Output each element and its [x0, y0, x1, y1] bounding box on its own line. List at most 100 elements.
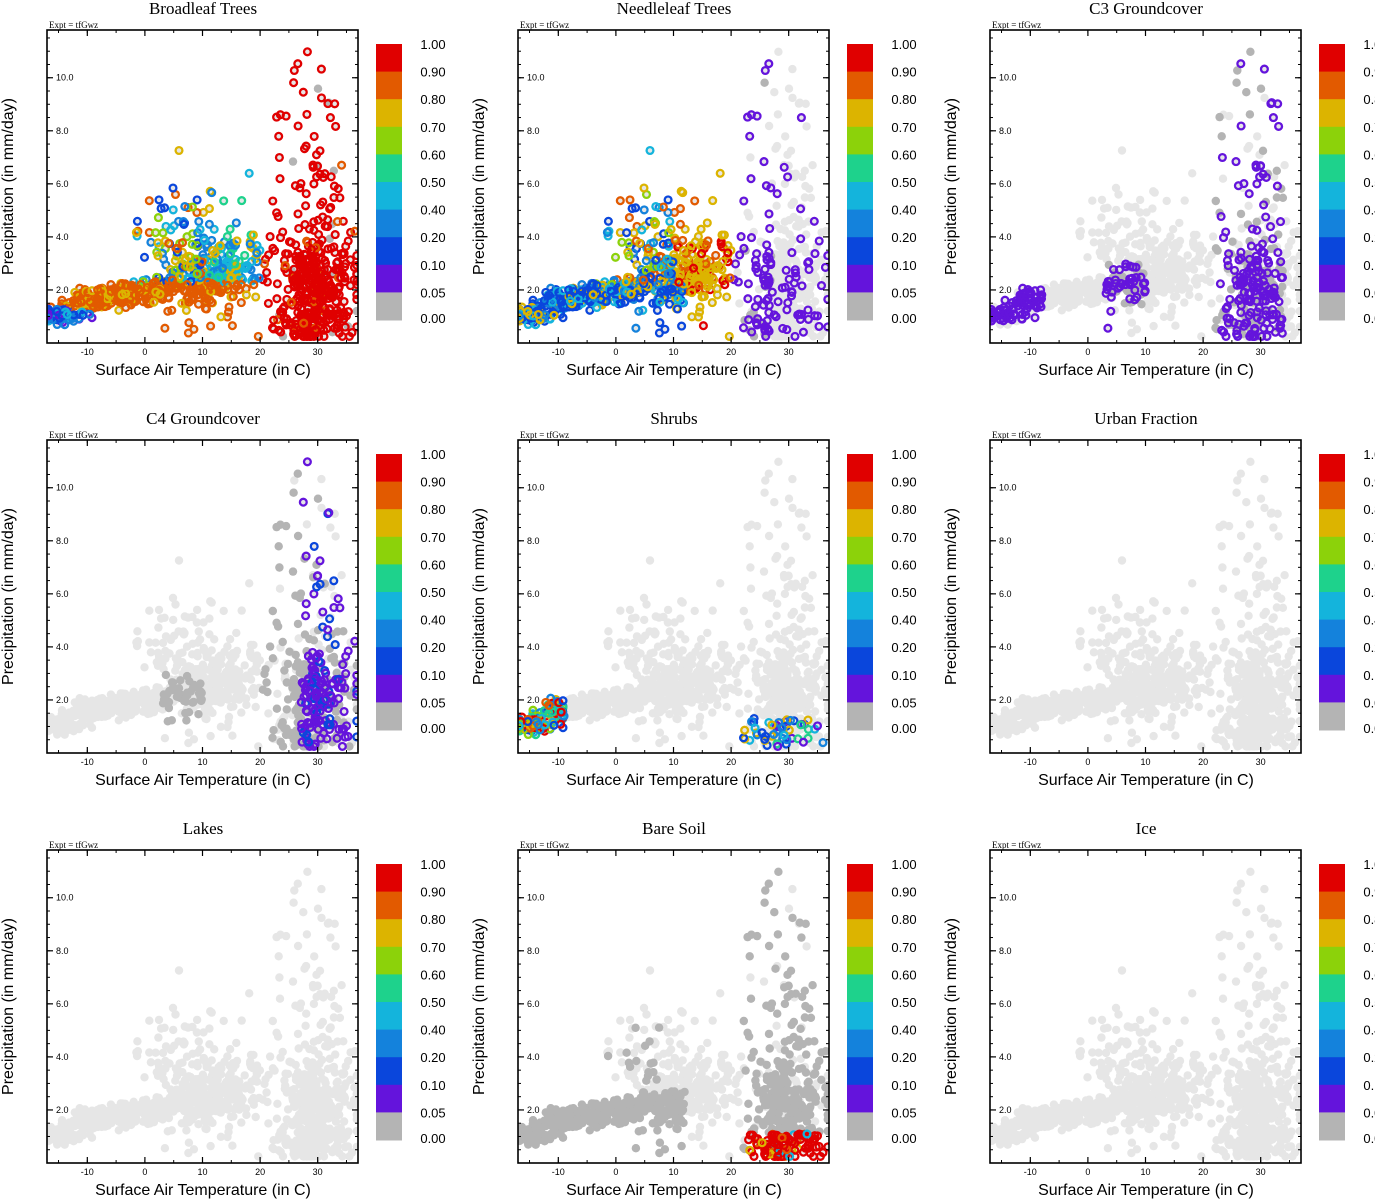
fraction-point — [730, 259, 741, 269]
fraction-point — [638, 305, 648, 315]
fraction-point — [725, 273, 735, 283]
fraction-point — [166, 225, 176, 235]
fraction-point — [704, 279, 714, 289]
fraction-point — [164, 238, 174, 248]
fraction-point — [275, 110, 285, 120]
fraction-point — [803, 305, 813, 315]
fraction-point — [121, 280, 131, 291]
fraction-point — [753, 294, 763, 304]
fraction-point — [779, 162, 789, 172]
fraction-point — [308, 160, 318, 170]
fraction-point — [184, 318, 194, 328]
fraction-point — [653, 280, 663, 290]
fraction-point — [317, 278, 327, 288]
point-layer — [518, 47, 829, 341]
fraction-point — [329, 288, 339, 298]
nodata-point — [735, 299, 744, 308]
fraction-point — [185, 287, 195, 297]
fraction-point — [135, 286, 145, 296]
class-points — [518, 59, 829, 341]
nodata-point — [781, 132, 790, 141]
fraction-point — [276, 307, 286, 317]
fraction-point — [179, 219, 189, 229]
fraction-point — [85, 297, 95, 307]
fraction-point — [93, 285, 103, 295]
fraction-point — [651, 255, 661, 265]
fraction-point — [201, 304, 212, 314]
colorbar-label: 1.00 — [891, 37, 916, 52]
fraction-point — [163, 292, 173, 302]
fraction-point — [209, 257, 219, 267]
fraction-point — [816, 281, 827, 291]
fraction-point — [694, 280, 704, 290]
fraction-point — [153, 251, 163, 261]
fraction-point — [308, 320, 318, 330]
fraction-point — [796, 113, 806, 123]
fraction-point — [565, 296, 575, 306]
fraction-point — [320, 303, 330, 313]
fraction-point — [796, 204, 806, 214]
fraction-point — [352, 290, 358, 300]
fraction-point — [154, 195, 164, 205]
fraction-point — [289, 78, 299, 88]
fraction-point — [301, 141, 311, 151]
fraction-point — [656, 287, 666, 297]
fraction-point — [662, 254, 672, 264]
fraction-point — [275, 174, 285, 184]
fraction-point — [724, 331, 734, 341]
zero-fraction-point — [760, 78, 769, 87]
fraction-point — [663, 207, 673, 218]
fraction-point — [326, 172, 336, 182]
fraction-point — [188, 229, 198, 239]
fraction-point — [581, 286, 591, 296]
fraction-point — [743, 294, 753, 304]
fraction-point — [639, 183, 649, 193]
nodata-point — [771, 220, 781, 229]
fraction-point — [270, 246, 280, 256]
fraction-point — [193, 299, 204, 309]
fraction-point — [314, 229, 324, 240]
fraction-point — [722, 292, 732, 302]
fraction-point — [182, 280, 192, 290]
fraction-point — [698, 272, 708, 282]
fraction-point — [180, 255, 190, 265]
fraction-point — [787, 248, 797, 258]
fraction-point — [283, 284, 293, 294]
y-axis-label: Precipitation (in mm/day) — [471, 98, 488, 275]
colorbar-swatch — [376, 182, 402, 211]
x-axis-label: Surface Air Temperature (in C) — [95, 362, 311, 379]
fraction-point — [260, 254, 271, 264]
fraction-point — [759, 275, 769, 285]
fraction-point — [155, 289, 165, 299]
fraction-point — [703, 236, 713, 246]
fraction-point — [814, 321, 824, 331]
fraction-point — [707, 298, 717, 308]
fraction-point — [206, 321, 216, 331]
fraction-point — [772, 189, 782, 199]
fraction-point — [663, 269, 673, 279]
fraction-point — [752, 249, 762, 259]
colorbar-swatch — [376, 99, 402, 128]
fraction-point — [57, 311, 67, 321]
fraction-point — [719, 230, 729, 240]
fraction-point — [577, 286, 587, 297]
fraction-point — [307, 253, 317, 263]
fraction-point — [249, 280, 259, 290]
fraction-point — [688, 263, 699, 273]
nodata-point — [816, 332, 825, 341]
expt-label: Expt = tfGwz — [520, 20, 569, 30]
colorbar-label: 0.20 — [891, 230, 916, 245]
fraction-point — [620, 297, 630, 307]
y-tick-label: 6.0 — [56, 179, 69, 189]
fraction-point — [329, 181, 339, 191]
fraction-point — [330, 99, 340, 109]
fraction-point — [323, 215, 333, 225]
fraction-point — [665, 216, 675, 227]
fraction-point — [615, 196, 625, 206]
fraction-point — [528, 311, 538, 321]
fraction-point — [782, 305, 792, 315]
colorbar-swatch — [847, 209, 873, 238]
zero-fraction-point — [288, 157, 298, 166]
fraction-point — [648, 238, 659, 248]
